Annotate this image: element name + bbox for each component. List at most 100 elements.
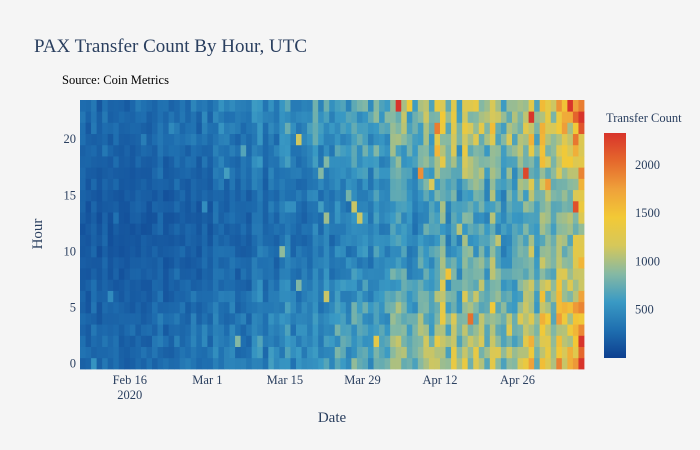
heatmap-cell[interactable] (218, 245, 225, 258)
heatmap-cell[interactable] (168, 301, 175, 314)
heatmap-cell[interactable] (279, 312, 286, 325)
heatmap-cell[interactable] (157, 312, 164, 325)
heatmap-cell[interactable] (478, 335, 485, 347)
heatmap-cell[interactable] (218, 178, 225, 191)
heatmap-cell[interactable] (329, 335, 336, 347)
heatmap-cell[interactable] (384, 245, 391, 258)
heatmap-cell[interactable] (312, 100, 319, 112)
heatmap-cell[interactable] (528, 122, 535, 135)
heatmap-cell[interactable] (290, 335, 297, 347)
heatmap-cell[interactable] (190, 245, 197, 258)
heatmap-cell[interactable] (473, 223, 480, 235)
heatmap-cell[interactable] (506, 223, 513, 235)
heatmap-cell[interactable] (279, 268, 286, 280)
heatmap-cell[interactable] (506, 268, 513, 280)
heatmap-cell[interactable] (379, 100, 386, 112)
heatmap-cell[interactable] (561, 200, 568, 213)
heatmap-cell[interactable] (462, 167, 469, 179)
heatmap-cell[interactable] (434, 156, 441, 168)
heatmap-cell[interactable] (196, 212, 203, 224)
heatmap-cell[interactable] (390, 122, 397, 135)
heatmap-cell[interactable] (484, 301, 491, 314)
heatmap-cell[interactable] (185, 111, 192, 123)
heatmap-cell[interactable] (517, 223, 524, 235)
heatmap-cell[interactable] (262, 133, 269, 146)
heatmap-cell[interactable] (185, 156, 192, 168)
heatmap-cell[interactable] (168, 312, 175, 325)
heatmap-cell[interactable] (379, 133, 386, 146)
heatmap-cell[interactable] (423, 357, 430, 370)
heatmap-cell[interactable] (129, 279, 136, 291)
heatmap-cell[interactable] (401, 279, 408, 291)
heatmap-cell[interactable] (96, 324, 103, 336)
heatmap-cell[interactable] (517, 200, 524, 213)
heatmap-cell[interactable] (312, 245, 319, 258)
heatmap-cell[interactable] (168, 346, 175, 359)
heatmap-cell[interactable] (451, 133, 458, 146)
heatmap-cell[interactable] (307, 189, 314, 202)
heatmap-cell[interactable] (312, 167, 319, 179)
heatmap-cell[interactable] (185, 290, 192, 303)
heatmap-cell[interactable] (356, 223, 363, 235)
heatmap-cell[interactable] (140, 122, 147, 135)
heatmap-cell[interactable] (445, 200, 452, 213)
heatmap-cell[interactable] (262, 167, 269, 179)
heatmap-cell[interactable] (85, 245, 92, 258)
heatmap-cell[interactable] (251, 312, 258, 325)
heatmap-cell[interactable] (157, 357, 164, 370)
heatmap-cell[interactable] (445, 335, 452, 347)
heatmap-cell[interactable] (390, 178, 397, 191)
heatmap-cell[interactable] (251, 301, 258, 314)
heatmap-cell[interactable] (135, 178, 142, 191)
heatmap-cell[interactable] (312, 268, 319, 280)
heatmap-cell[interactable] (517, 133, 524, 146)
heatmap-cell[interactable] (423, 122, 430, 135)
heatmap-cell[interactable] (473, 100, 480, 112)
heatmap-cell[interactable] (390, 245, 397, 258)
heatmap-cell[interactable] (345, 200, 352, 213)
heatmap-cell[interactable] (356, 167, 363, 179)
heatmap-cell[interactable] (495, 122, 502, 135)
heatmap-cell[interactable] (345, 357, 352, 370)
heatmap-cell[interactable] (185, 346, 192, 359)
heatmap-cell[interactable] (445, 223, 452, 235)
heatmap-cell[interactable] (296, 335, 302, 347)
heatmap-cell[interactable] (368, 212, 374, 224)
heatmap-cell[interactable] (440, 189, 446, 202)
heatmap-cell[interactable] (135, 111, 142, 123)
heatmap-cell[interactable] (473, 268, 480, 280)
heatmap-cell[interactable] (174, 279, 181, 291)
heatmap-cell[interactable] (445, 111, 452, 123)
heatmap-cell[interactable] (229, 346, 236, 359)
heatmap-cell[interactable] (229, 189, 236, 202)
heatmap-cell[interactable] (96, 357, 103, 370)
heatmap-cell[interactable] (478, 346, 485, 359)
heatmap-cell[interactable] (135, 357, 142, 370)
heatmap-cell[interactable] (212, 189, 219, 202)
heatmap-cell[interactable] (500, 200, 507, 213)
heatmap-cell[interactable] (96, 256, 103, 269)
heatmap-cell[interactable] (523, 156, 530, 168)
heatmap-cell[interactable] (401, 178, 408, 191)
heatmap-cell[interactable] (124, 256, 131, 269)
heatmap-cell[interactable] (168, 122, 175, 135)
heatmap-cell[interactable] (80, 301, 86, 314)
heatmap-cell[interactable] (561, 100, 568, 112)
heatmap-cell[interactable] (140, 324, 147, 336)
heatmap-cell[interactable] (323, 290, 330, 303)
heatmap-cell[interactable] (384, 156, 391, 168)
heatmap-cell[interactable] (567, 122, 574, 135)
heatmap-cell[interactable] (273, 357, 280, 370)
heatmap-cell[interactable] (301, 167, 308, 179)
heatmap-cell[interactable] (351, 223, 358, 235)
heatmap-cell[interactable] (268, 178, 275, 191)
heatmap-cell[interactable] (401, 234, 408, 247)
heatmap-cell[interactable] (406, 167, 413, 179)
heatmap-cell[interactable] (434, 189, 441, 202)
heatmap-cell[interactable] (368, 256, 374, 269)
heatmap-cell[interactable] (440, 167, 446, 179)
heatmap-cell[interactable] (246, 268, 253, 280)
heatmap-cell[interactable] (135, 122, 142, 135)
heatmap-cell[interactable] (235, 133, 242, 146)
heatmap-cell[interactable] (284, 167, 291, 179)
